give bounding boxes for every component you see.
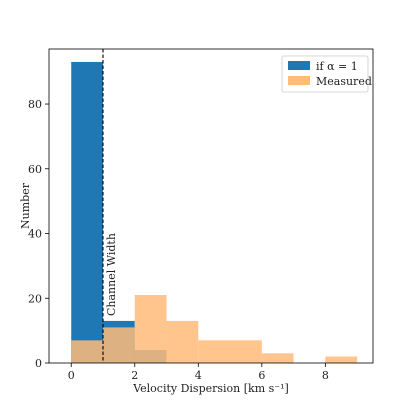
legend-swatch-alpha <box>288 61 310 70</box>
annotation-layer: Channel Width <box>102 49 118 363</box>
channel-width-label: Channel Width <box>105 233 118 316</box>
x-tick-label: 4 <box>195 369 202 382</box>
histogram-bar-series1-bin2 <box>134 295 167 363</box>
legend: if α = 1 Measured <box>281 55 372 93</box>
y-tick-label: 80 <box>28 98 42 111</box>
legend-label-measured: Measured <box>316 75 372 88</box>
y-tick-label: 60 <box>28 163 42 176</box>
histogram-bar-series1-bin3 <box>166 320 199 363</box>
histogram-bar-series1-bin4 <box>198 340 262 363</box>
legend-label-alpha: if α = 1 <box>316 60 358 73</box>
x-tick-label: 6 <box>258 369 265 382</box>
x-axis-label: Velocity Dispersion [km s⁻¹] <box>132 382 289 395</box>
y-tick-label: 40 <box>28 228 42 241</box>
legend-swatch-measured <box>288 76 310 85</box>
y-tick-label: 0 <box>35 357 42 370</box>
histogram-bar-series1-bin5 <box>261 353 294 363</box>
histogram-bar-series0-bin0 <box>71 61 103 363</box>
histogram-bar-series1-bin6 <box>325 356 358 363</box>
plot-frame <box>48 48 374 364</box>
histogram-bar-series1-bin1 <box>103 327 135 363</box>
y-axis-label: Number <box>19 182 32 229</box>
histogram-bar-series1-bin0 <box>71 340 103 363</box>
x-tick-label: 2 <box>131 369 138 382</box>
x-tick-label: 8 <box>322 369 329 382</box>
y-tick-label: 20 <box>28 292 42 305</box>
bars-layer <box>71 61 358 363</box>
x-tick-label: 0 <box>68 369 75 382</box>
